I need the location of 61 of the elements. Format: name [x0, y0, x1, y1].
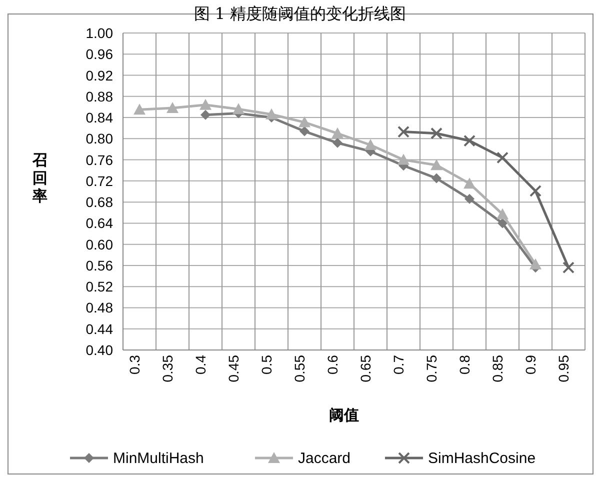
y-tick-label: 0.88 [86, 88, 114, 104]
point [496, 208, 508, 220]
point [332, 127, 344, 138]
point [430, 159, 442, 170]
point [430, 127, 442, 140]
legend-label: SimHashCosine [428, 450, 536, 467]
point [496, 152, 508, 164]
point [464, 134, 476, 147]
point [530, 258, 542, 270]
x-tick-label: 0.35 [160, 354, 176, 382]
x-tick-label: 0.7 [390, 354, 406, 374]
point [300, 126, 310, 136]
point [398, 126, 410, 138]
y-tick-label: 0.40 [86, 342, 114, 358]
x-tick-label: 0.55 [292, 354, 308, 382]
y-tick-label: 0.80 [86, 130, 114, 147]
y-tick-label: 0.44 [86, 320, 114, 337]
y-axis-title: 召回率 [32, 151, 48, 205]
x-tick-label: 0.95 [556, 354, 572, 382]
x-tick-label: 0.5 [258, 354, 274, 374]
y-tick-label: 0.48 [86, 300, 114, 316]
point [266, 108, 278, 120]
y-tick-label: 0.92 [86, 67, 114, 84]
x-tick-label: 0.75 [424, 354, 440, 382]
legend-label: MinMultiHash [113, 450, 204, 467]
legend-label: Jaccard [298, 450, 351, 467]
x-tick-label: 0.85 [490, 354, 506, 382]
point [298, 116, 310, 128]
x-tick-label: 0.65 [358, 354, 374, 382]
point [166, 102, 178, 114]
y-tick-label: 0.72 [86, 172, 114, 189]
point [200, 98, 212, 110]
y-tick-label: 0.60 [86, 236, 114, 252]
x-tick-label: 0.8 [456, 354, 472, 374]
y-tick-label: 0.64 [86, 215, 114, 232]
point [464, 178, 476, 189]
x-tick-label: 0.6 [324, 354, 340, 374]
y-tick-label: 0.84 [86, 110, 114, 126]
point [200, 110, 210, 120]
point [464, 194, 474, 204]
y-tick-label: 0.56 [86, 257, 114, 274]
point [432, 173, 442, 184]
chart-title: 图 1 精度随阈值的变化折线图 [194, 4, 406, 23]
point [562, 262, 574, 274]
point [364, 139, 376, 150]
point [398, 154, 410, 165]
y-tick-label: 0.96 [86, 46, 114, 62]
point [232, 103, 244, 114]
y-tick-label: 0.76 [86, 152, 114, 168]
y-tick-label: 0.52 [86, 278, 114, 295]
point [332, 138, 342, 148]
point [530, 184, 542, 197]
point [134, 104, 146, 115]
point [498, 218, 508, 228]
x-tick-label: 0.4 [192, 354, 208, 374]
x-tick-label: 0.3 [126, 354, 142, 374]
y-tick-label: 1.00 [86, 25, 114, 41]
x-tick-label: 0.45 [226, 354, 242, 382]
y-tick-label: 0.68 [86, 194, 114, 210]
x-tick-label: 0.9 [522, 354, 538, 374]
x-axis-title: 阈值 [329, 406, 359, 424]
